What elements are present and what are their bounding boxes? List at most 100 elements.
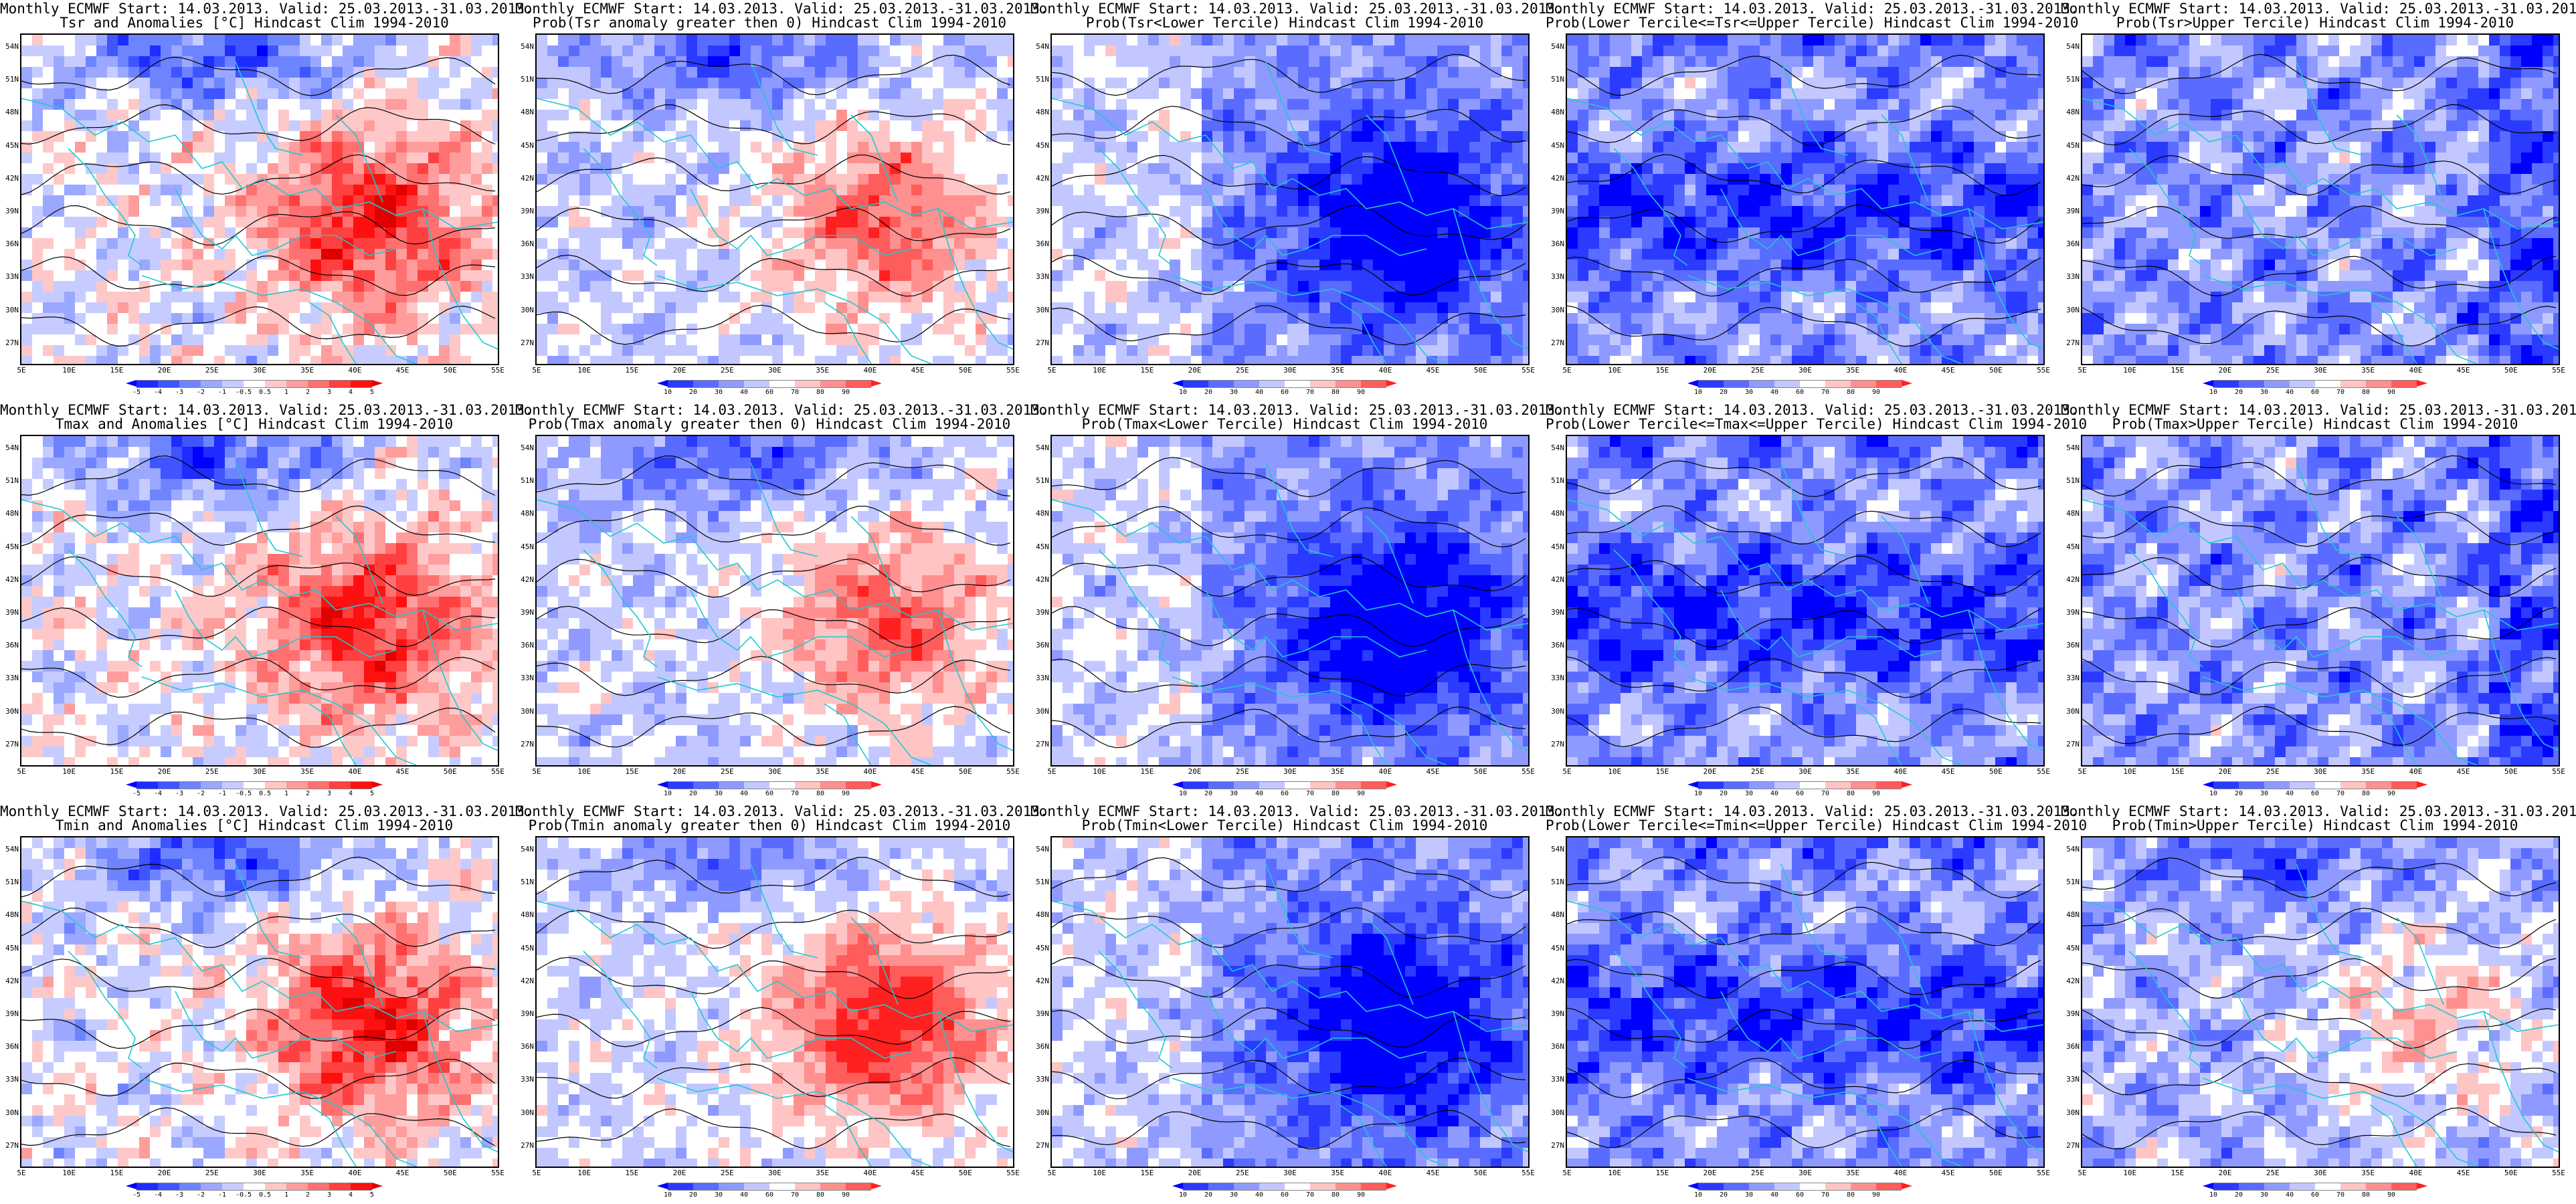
field-cell (911, 324, 923, 335)
field-cell (278, 206, 290, 217)
field-cell (43, 356, 54, 364)
field-cell (708, 292, 719, 303)
field-cell (579, 281, 591, 292)
field-cell (396, 313, 407, 324)
field-cell (1180, 185, 1192, 196)
field-cell (300, 292, 311, 303)
field-cell (1394, 185, 1406, 196)
field-cell (1384, 163, 1395, 175)
field-cell (537, 324, 548, 335)
field-cell (1223, 153, 1234, 164)
field-cell (1631, 56, 1643, 68)
field-cell (385, 302, 397, 314)
field-cell (1287, 88, 1299, 100)
field-cell (1309, 110, 1320, 121)
field-cell (986, 302, 998, 314)
field-cell (1191, 163, 1202, 175)
field-cell (633, 356, 644, 364)
longitude-tick-label: 50E (952, 367, 979, 375)
field-cell (997, 195, 1008, 207)
panel-title-line1: Monthly ECMWF Start: 14.03.2013. Valid: … (1030, 1, 1564, 16)
field-cell (836, 185, 848, 196)
field-cell (1309, 281, 1320, 292)
field-cell (708, 227, 719, 239)
field-cell (1942, 120, 1953, 132)
field-cell (1148, 142, 1160, 153)
field-cell (804, 131, 816, 142)
field-cell (471, 153, 482, 164)
field-cell (1095, 174, 1106, 185)
field-cell (128, 45, 140, 57)
field-cell (1137, 35, 1149, 46)
field-cell (976, 35, 987, 46)
field-cell (278, 163, 290, 175)
field-cell (161, 67, 172, 78)
field-cell (300, 120, 311, 132)
field-cell (54, 313, 65, 324)
field-cell (418, 45, 429, 57)
field-cell (1191, 78, 1202, 89)
field-cell (965, 174, 976, 185)
field-cell (1277, 56, 1288, 68)
field-cell (590, 260, 602, 271)
field-cell (182, 88, 193, 100)
field-cell (21, 35, 33, 46)
field-cell (1588, 174, 1600, 185)
field-cell (1159, 270, 1170, 282)
forecast-map (535, 33, 1014, 365)
field-cell (289, 292, 300, 303)
field-cell (1749, 163, 1760, 175)
field-cell (64, 131, 76, 142)
field-cell (997, 292, 1008, 303)
field-cell (1245, 56, 1256, 68)
field-cell (1073, 142, 1085, 153)
colorbar-max-arrow (372, 380, 383, 387)
field-cell (686, 56, 698, 68)
field-cell (836, 356, 848, 364)
field-cell (396, 174, 407, 185)
field-cell (1008, 324, 1013, 335)
field-cell (1427, 120, 1438, 132)
colorbar-tick-label: 90 (834, 389, 858, 396)
field-cell (911, 270, 923, 282)
latitude-tick-label: 27N (0, 338, 19, 347)
field-cell (1008, 281, 1013, 292)
field-cell (128, 88, 140, 100)
field-cell (1212, 56, 1224, 68)
field-cell (1137, 88, 1149, 100)
field-cell (665, 324, 676, 335)
field-cell (1008, 120, 1013, 132)
field-cell (246, 313, 258, 324)
field-cell (203, 35, 215, 46)
field-cell (772, 345, 784, 357)
field-cell (128, 217, 140, 228)
field-cell (1202, 35, 1213, 46)
field-cell (1963, 45, 1974, 57)
field-cell (54, 195, 65, 207)
field-cell (601, 56, 612, 68)
field-cell (708, 206, 719, 217)
field-cell (933, 334, 944, 346)
field-cell (933, 292, 944, 303)
field-cell (569, 163, 580, 175)
field-cell (1266, 195, 1277, 207)
field-cell (1352, 142, 1363, 153)
longitude-tick-label: 55E (1515, 367, 1542, 375)
field-cell (321, 217, 333, 228)
field-cell (21, 270, 33, 282)
field-cell (482, 238, 493, 249)
field-cell (933, 45, 944, 57)
field-cell (1384, 270, 1395, 282)
field-cell (353, 270, 365, 282)
field-cell (21, 249, 33, 260)
field-cell (75, 324, 86, 335)
field-cell (1266, 163, 1277, 175)
field-cell (1223, 88, 1234, 100)
field-cell (890, 35, 901, 46)
field-cell (300, 345, 311, 357)
field-cell (708, 302, 719, 314)
field-cell (150, 281, 161, 292)
field-cell (1298, 35, 1309, 46)
field-cell (450, 227, 461, 239)
field-cell (364, 238, 375, 249)
